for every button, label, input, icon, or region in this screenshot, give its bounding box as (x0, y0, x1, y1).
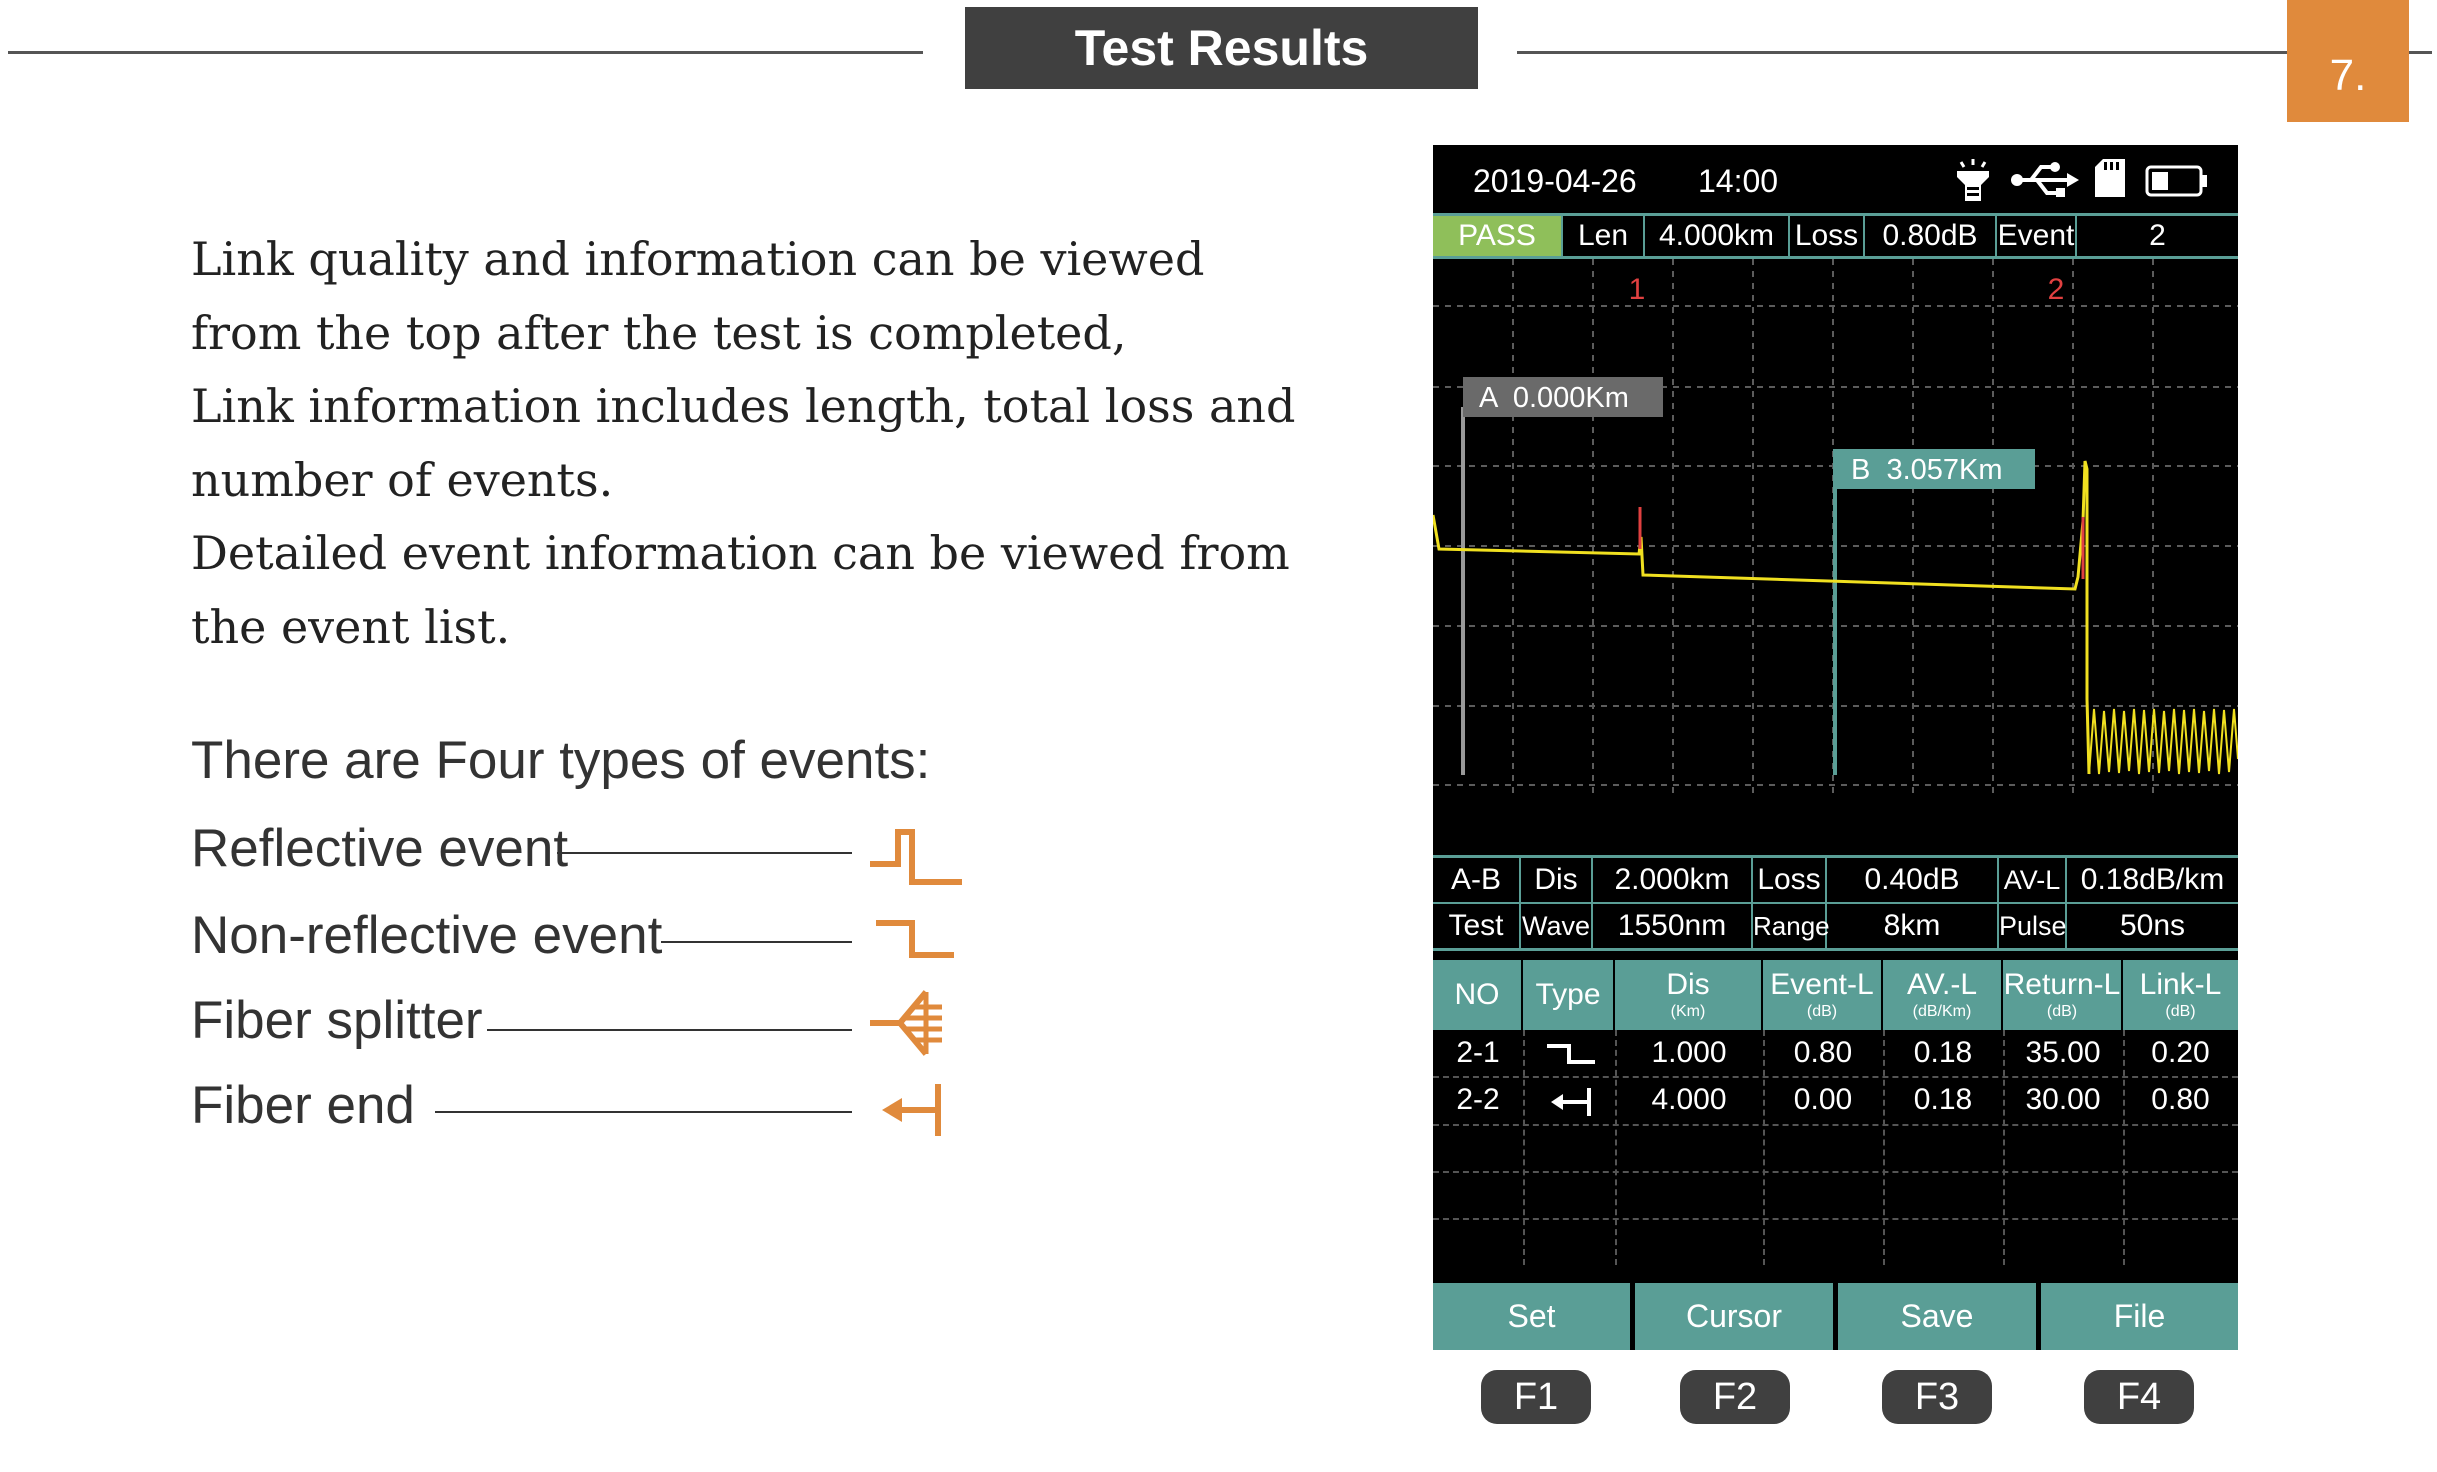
status-date: 2019-04-26 (1473, 163, 1637, 199)
col-dis: Dis (Km) (1615, 960, 1763, 1030)
pass-badge: PASS (1433, 216, 1563, 256)
info-wave-label: Wave (1521, 904, 1593, 948)
summary-loss-label: Loss (1790, 216, 1865, 256)
event-label-non-reflective: Non-reflective event (191, 906, 663, 965)
cursor-b-label: B 3.057Km (1851, 454, 2003, 486)
cursor-a-label: A 0.000Km (1479, 382, 1629, 414)
f4-key[interactable]: F4 (2084, 1370, 2194, 1424)
table-row-2-event-l: 0.00 (1793, 1083, 1853, 1116)
info-avl-label: AV-L (1999, 858, 2067, 902)
status-time: 14:00 (1698, 163, 1779, 199)
info-pulse-value: 50ns (2119, 909, 2186, 942)
link-info-panel: A-B Dis 2.000km Loss 0.40dB AV-L 0.18dB/… (1433, 855, 2238, 951)
battery-icon (2145, 165, 2207, 197)
info-pulse-label: Pulse (1999, 904, 2067, 948)
set-button[interactable]: Set (1433, 1283, 1630, 1350)
info-range-value: 8km (1827, 904, 1999, 948)
summary-event-label: Event (1997, 216, 2077, 256)
non-reflective-event-icon (876, 920, 954, 958)
description-line: number of events. (191, 452, 614, 507)
description-line: from the top after the test is completed… (191, 305, 1127, 360)
summary-bar: PASS Len 4.000km Loss 0.80dB Event 2 (1433, 213, 2238, 259)
cursor-b[interactable] (1835, 449, 2035, 489)
info-wave-value: 1550nm (1593, 904, 1753, 948)
col-return-l: Return-L (dB) (2003, 960, 2123, 1030)
function-bar: Set Cursor Save File (1433, 1283, 2238, 1350)
table-row-2-link-l: 0.80 (2151, 1083, 2210, 1116)
reflective-event-icon (870, 829, 962, 885)
fiber-end-icon (882, 1084, 941, 1136)
description-line: the event list. (191, 599, 511, 654)
event-leader-line (435, 1111, 852, 1113)
fiber-end-icon (1551, 1088, 1591, 1116)
usb-icon (2011, 162, 2079, 197)
info-loss-value: 0.40dB (1827, 858, 1999, 902)
otdr-screen: 2019-04-26 14:00 (1433, 145, 2238, 1350)
flashlight-icon (1957, 159, 1989, 201)
header-rule-left (8, 51, 923, 54)
info-test-label: Test (1433, 904, 1521, 948)
events-intro: There are Four types of events: (191, 731, 931, 790)
col-av-l: AV.-L (dB/Km) (1883, 960, 2003, 1030)
summary-len-value: 4.000km (1645, 216, 1790, 256)
event-table-body: 2-1 1.000 0.80 0.18 35.00 0.20 2-2 4.000… (1433, 1030, 2238, 1265)
event-leader-line (661, 941, 852, 943)
otdr-trace-graph: 1 2 A 0.000Km B 3.057Km (1433, 259, 2238, 795)
table-row-1-dis: 1.000 (1651, 1036, 1727, 1069)
description-line: Detailed event information can be viewed… (191, 526, 1290, 580)
event-label-reflective: Reflective event (191, 819, 569, 878)
info-loss-label: Loss (1753, 858, 1827, 902)
info-range-label: Range (1753, 904, 1830, 948)
cursor-button[interactable]: Cursor (1635, 1283, 1833, 1350)
table-row-2-av-l: 0.18 (1913, 1083, 1973, 1116)
event-leader-line (557, 852, 852, 854)
summary-loss-value: 0.80dB (1865, 216, 1997, 256)
description-line: Link quality and information can be view… (191, 232, 1205, 286)
event-marker: 1 (1629, 273, 1646, 306)
table-row-1-no[interactable]: 2-1 (1456, 1036, 1500, 1069)
col-event-l: Event-L (dB) (1763, 960, 1883, 1030)
cursor-a[interactable] (1463, 377, 1663, 417)
sd-card-icon (2095, 159, 2125, 197)
table-row-1-event-l: 0.80 (1793, 1036, 1853, 1069)
non-reflective-event-icon (1547, 1044, 1595, 1064)
save-button[interactable]: Save (1838, 1283, 2036, 1350)
header-rule-right (1517, 51, 2432, 54)
info-row-divider (1433, 902, 2238, 904)
page-number: 7. (2287, 0, 2409, 122)
info-dis-label: Dis (1521, 858, 1593, 902)
event-label-fiber-end: Fiber end (191, 1076, 415, 1135)
fiber-splitter-icon (870, 990, 942, 1056)
description-text: Link quality and information can be view… (191, 223, 1296, 664)
event-label-fiber-splitter: Fiber splitter (191, 991, 483, 1050)
summary-len-label: Len (1563, 216, 1645, 256)
status-bar: 2019-04-26 14:00 (1433, 145, 2238, 213)
info-dis-value: 2.000km (1593, 858, 1753, 902)
page-title: Test Results (965, 7, 1478, 89)
summary-event-value: 2 (2149, 219, 2166, 252)
info-avl-value: 0.18dB/km (2080, 863, 2225, 896)
table-row-1-return-l: 35.00 (2025, 1036, 2101, 1069)
col-type: Type (1523, 960, 1615, 1030)
event-leader-line (487, 1029, 852, 1031)
f1-key[interactable]: F1 (1481, 1370, 1591, 1424)
file-button[interactable]: File (2041, 1283, 2238, 1350)
col-link-l: Link-L (dB) (2139, 968, 2222, 1020)
info-ab-label: A-B (1433, 858, 1521, 902)
col-no: NO (1433, 960, 1523, 1030)
description-line: Link information includes length, total … (191, 379, 1296, 433)
table-row-1-link-l: 0.20 (2151, 1036, 2210, 1069)
event-table-header: NO Type Dis (Km) Event-L (dB) AV.-L (dB/Km)… (1433, 960, 2238, 1030)
event-marker: 2 (2048, 273, 2065, 306)
table-row-1-av-l: 0.18 (1913, 1036, 1973, 1069)
f3-key[interactable]: F3 (1882, 1370, 1992, 1424)
table-row-2-no[interactable]: 2-2 (1456, 1083, 1500, 1116)
table-row-2-dis: 4.000 (1651, 1083, 1727, 1116)
f2-key[interactable]: F2 (1680, 1370, 1790, 1424)
table-row-2-return-l: 30.00 (2025, 1083, 2101, 1116)
